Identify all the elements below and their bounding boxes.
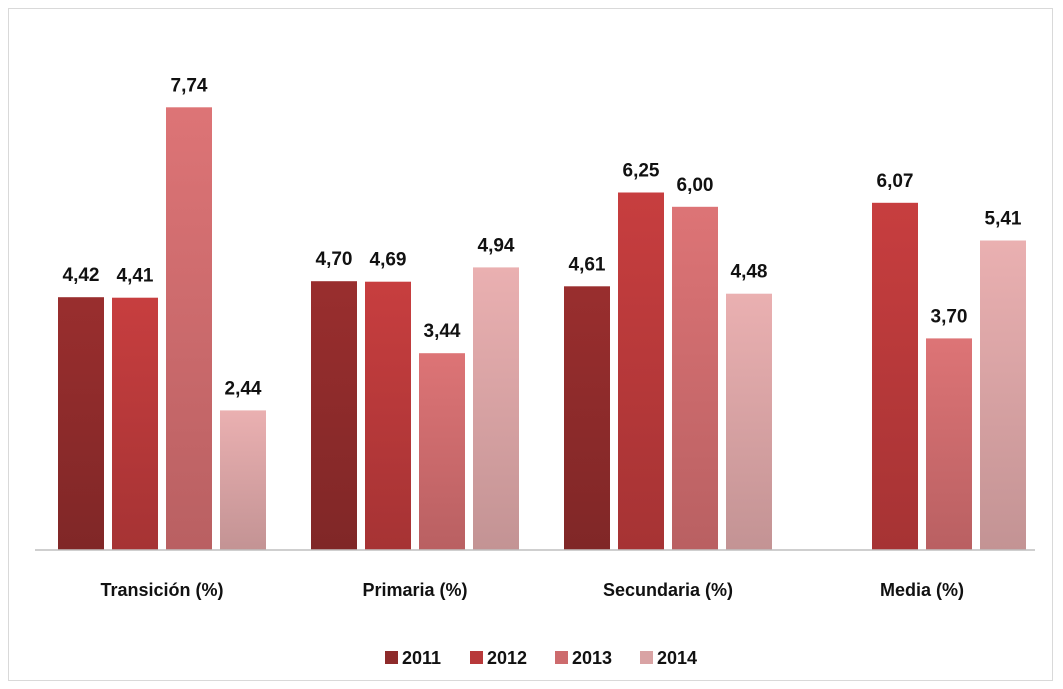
legend-swatch-2014	[640, 651, 653, 664]
data-label: 5,41	[985, 209, 1022, 230]
bar-2014-3	[980, 240, 1026, 550]
bar-2012-3	[872, 202, 918, 551]
category-label: Primaria (%)	[362, 580, 467, 600]
legend-swatch-2013	[555, 651, 568, 664]
bar-2012-0	[112, 297, 158, 550]
data-label: 4,41	[117, 266, 154, 287]
bar-2011-0	[58, 297, 104, 550]
data-label: 6,00	[677, 175, 714, 196]
bar-2013-0	[166, 107, 212, 551]
bar-2011-1	[311, 281, 357, 550]
bar-2012-1	[365, 281, 411, 550]
legend-label: 2014	[657, 648, 697, 668]
data-label: 7,74	[171, 75, 208, 96]
data-label: 4,42	[63, 265, 100, 286]
data-label: 2,44	[225, 378, 262, 399]
legend-label: 2013	[572, 648, 612, 668]
legend-label: 2012	[487, 648, 527, 668]
data-label: 6,25	[623, 161, 660, 182]
bar-2013-1	[419, 353, 465, 550]
legend-swatch-2011	[385, 651, 398, 664]
bar-2014-2	[726, 293, 772, 550]
bar-2014-1	[473, 267, 519, 550]
bar-2013-3	[926, 338, 972, 550]
bar-2012-2	[618, 192, 664, 550]
bar-2014-0	[220, 410, 266, 550]
data-label: 3,70	[931, 306, 968, 327]
data-label: 4,94	[478, 235, 515, 256]
legend-swatch-2012	[470, 651, 483, 664]
data-label: 4,48	[731, 262, 768, 283]
bar-2011-2	[564, 286, 610, 550]
data-label: 4,69	[370, 250, 407, 271]
bar-2013-2	[672, 206, 718, 551]
data-label: 6,07	[877, 171, 914, 192]
data-label: 3,44	[424, 321, 461, 342]
data-label: 4,61	[569, 254, 606, 275]
data-label: 4,70	[316, 249, 353, 270]
category-label: Media (%)	[880, 580, 964, 600]
legend-label: 2011	[402, 648, 441, 668]
category-label: Transición (%)	[100, 580, 223, 600]
category-label: Secundaria (%)	[603, 580, 733, 600]
